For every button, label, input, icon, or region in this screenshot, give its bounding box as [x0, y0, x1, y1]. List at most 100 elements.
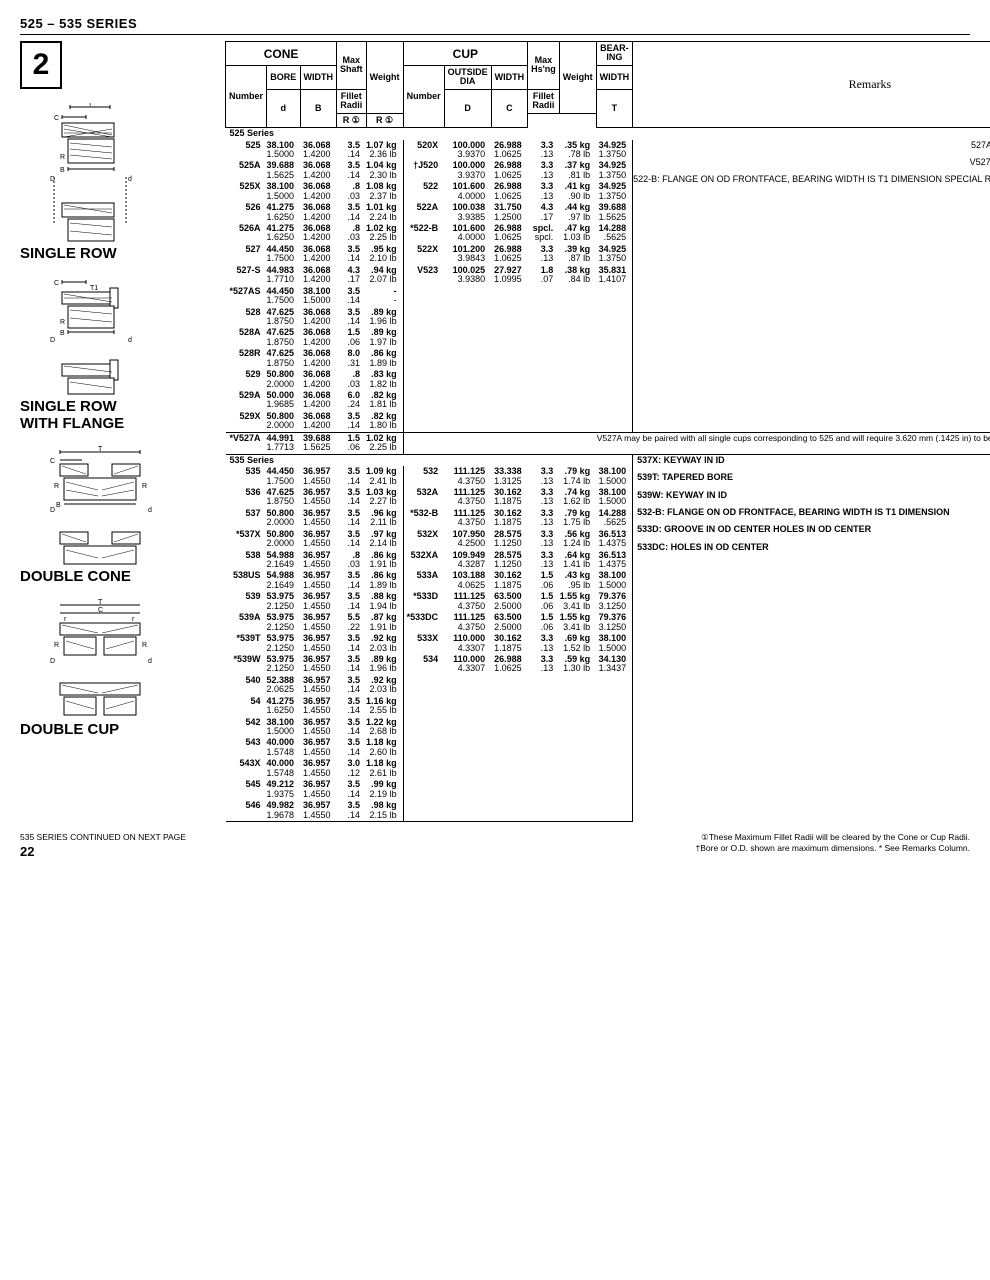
bearing-t: 14.288.5625 [596, 223, 633, 244]
radii: 3.5.14 [337, 529, 367, 550]
width: 36.9571.4550 [300, 529, 337, 550]
weight2: .69 kg1.52 lb [559, 633, 596, 654]
bore: 54.9882.1649 [267, 570, 301, 591]
width: 36.9571.4550 [300, 758, 337, 779]
svg-text:D: D [50, 507, 55, 514]
cup-number: V523 [403, 265, 444, 286]
weight: 1.18 kg2.60 lb [366, 737, 403, 758]
cone-number: *537X [226, 529, 267, 550]
weight: 1.22 kg2.68 lb [366, 717, 403, 738]
weight: .89 kg1.97 lb [366, 327, 403, 348]
hdr-r: R ① [337, 113, 367, 127]
cup-number: *532-B [403, 508, 444, 529]
bearing-t: 38.1001.5000 [596, 487, 633, 508]
svg-text:d: d [128, 337, 132, 344]
svg-text:d: d [128, 176, 132, 183]
hsng-radii: 3.3.13 [528, 487, 560, 508]
radii: 5.5.22 [337, 612, 367, 633]
cup-number: 532 [403, 466, 444, 487]
od: 110.0004.3307 [444, 633, 491, 654]
od: 101.6004.0000 [444, 223, 491, 244]
weight2: .38 kg.84 lb [559, 265, 596, 286]
bore: 38.1001.5000 [267, 181, 301, 202]
bore: 50.8002.0000 [267, 411, 301, 432]
hsng-radii: 3.3.13 [528, 160, 560, 181]
od: 109.9494.3287 [444, 550, 491, 571]
footer-note-2: †Bore or O.D. shown are maximum dimensio… [696, 843, 970, 853]
width: 38.1001.5000 [300, 286, 337, 307]
cup-number: †J520 [403, 160, 444, 181]
svg-text:d: d [148, 658, 152, 665]
width: 36.9571.4550 [300, 675, 337, 696]
cone-number: *539T [226, 633, 267, 654]
cone-number: 525 [226, 140, 267, 161]
cone-number: 526A [226, 223, 267, 244]
bore: 47.6251.8750 [267, 307, 301, 328]
od: 103.1884.0625 [444, 570, 491, 591]
weight2: .47 kg1.03 lb [559, 223, 596, 244]
svg-text:C: C [54, 280, 59, 287]
cup-width: 28.5751.1250 [491, 550, 528, 571]
series-525-label: 525 Series [226, 128, 990, 140]
svg-text:R: R [142, 483, 147, 490]
svg-text:B: B [56, 502, 61, 509]
cone-number: 525A [226, 160, 267, 181]
radii: .8.03 [337, 369, 367, 390]
width: 36.9571.4550 [300, 550, 337, 571]
width: 36.9571.4550 [300, 591, 337, 612]
weight2: .43 kg.95 lb [559, 570, 596, 591]
cup-width: 26.9881.0625 [491, 140, 528, 161]
radii: 3.5.14 [337, 633, 367, 654]
weight: 1.08 kg2.37 lb [366, 181, 403, 202]
weight: .83 kg1.82 lb [366, 369, 403, 390]
svg-text:R: R [60, 154, 65, 161]
cone-number: 54 [226, 696, 267, 717]
svg-text:R: R [54, 642, 59, 649]
hsng-radii: 3.3.13 [528, 550, 560, 571]
cone-number: 538 [226, 550, 267, 571]
radii: 3.5.14 [337, 675, 367, 696]
radii: 6.0.24 [337, 390, 367, 411]
width: 36.0681.4200 [300, 411, 337, 432]
cone-number: 536 [226, 487, 267, 508]
weight2: .39 kg.87 lb [559, 244, 596, 265]
cone-number: 537 [226, 508, 267, 529]
hdr-width2: WIDTH [491, 65, 528, 89]
bore: 39.6881.5625 [267, 160, 301, 181]
spec-table-wrap: CONE Max Shaft Weight CUP Max Hs'ng Weig… [225, 41, 990, 822]
bore: 50.8002.0000 [267, 369, 301, 390]
cup-width: 27.9271.0995 [491, 265, 528, 286]
series-title: 525 – 535 SERIES [20, 16, 970, 31]
svg-text:T: T [98, 599, 103, 606]
bore: 40.0001.5748 [267, 737, 301, 758]
od: 101.2003.9843 [444, 244, 491, 265]
hsng-radii: 1.5.06 [528, 591, 560, 612]
weight2: 1.55 kg3.41 lb [559, 612, 596, 633]
bearing-t: 34.9251.3750 [596, 140, 633, 161]
bore: 50.8002.0000 [267, 529, 301, 550]
bearing-t: 79.3763.1250 [596, 591, 633, 612]
series-535-label: 535 Series [226, 454, 633, 466]
cone-number: 535 [226, 466, 267, 487]
width: 36.0681.4200 [300, 160, 337, 181]
radii: 3.5.14 [337, 244, 367, 265]
radii: 3.5.14 [337, 717, 367, 738]
svg-text:D: D [50, 337, 55, 344]
radii: 3.5.14 [337, 411, 367, 432]
cone-number: 539 [226, 591, 267, 612]
weight: .87 kg1.91 lb [366, 612, 403, 633]
diagram-single-row: T C R [20, 103, 150, 243]
hdr-max-shaft: Max Shaft [337, 42, 367, 90]
weight: -- [366, 286, 403, 307]
weight: .88 kg1.94 lb [366, 591, 403, 612]
svg-text:C: C [54, 115, 59, 122]
weight2: .74 kg1.62 lb [559, 487, 596, 508]
bore: 41.2751.6250 [267, 223, 301, 244]
caption-single-row: SINGLE ROW [20, 245, 215, 262]
caption-single-row-flange: SINGLE ROW WITH FLANGE [20, 398, 215, 432]
bore: 41.2751.6250 [267, 202, 301, 223]
hdr-C: C [491, 89, 528, 127]
cone-number: 529A [226, 390, 267, 411]
bearing-t: 38.1001.5000 [596, 466, 633, 487]
weight: .92 kg2.03 lb [366, 633, 403, 654]
